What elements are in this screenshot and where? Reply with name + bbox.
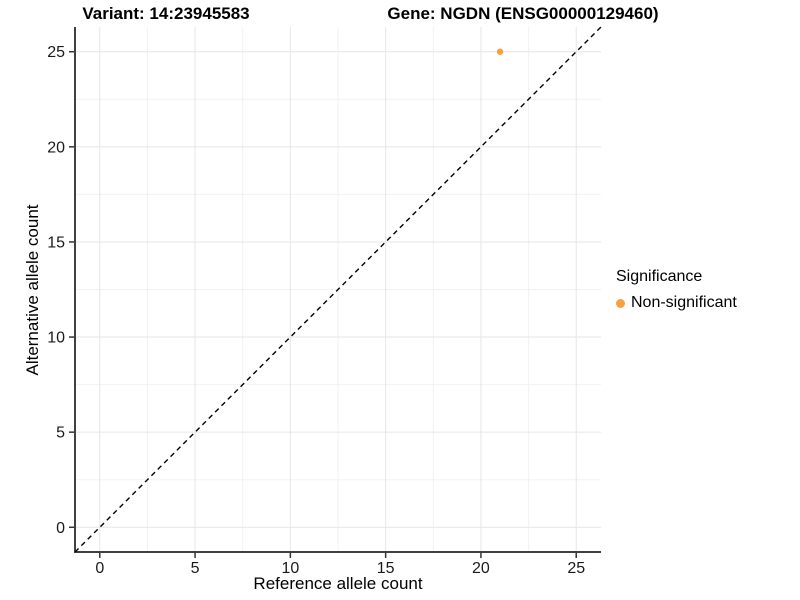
y-tick-label: 20 [47, 139, 65, 156]
gridlines-minor [75, 27, 601, 552]
axis-tick-marks [69, 50, 577, 558]
y-tick-label: 25 [47, 44, 65, 61]
y-axis-title: Alternative allele count [23, 204, 42, 376]
legend: Significance Non-significant [616, 268, 737, 312]
y-tick-label: 5 [56, 425, 65, 442]
identity-line [74, 26, 602, 553]
identity-dashed-line [74, 26, 602, 553]
y-tick-label: 0 [56, 520, 65, 537]
x-tick-label: 10 [281, 560, 299, 577]
x-axis-tick-labels: 0 5 10 15 20 25 [95, 560, 585, 577]
x-tick-label: 5 [191, 560, 200, 577]
y-tick-label: 15 [47, 234, 65, 251]
plot-title-gene: Gene: NGDN (ENSG00000129460) [387, 4, 659, 23]
data-points [496, 48, 504, 55]
x-tick-label: 20 [472, 560, 490, 577]
y-tick-label: 10 [47, 330, 65, 347]
axis-lines [74, 27, 601, 553]
y-axis-tick-labels: 0 5 10 15 20 25 [47, 44, 65, 537]
legend-item-label: Non-significant [631, 294, 737, 311]
plot-title-variant: Variant: 14:23945583 [82, 4, 250, 23]
x-tick-label: 0 [95, 560, 104, 577]
legend-title: Significance [616, 268, 703, 285]
x-tick-label: 25 [567, 560, 585, 577]
gridlines-major [75, 27, 601, 552]
x-axis-title: Reference allele count [253, 574, 423, 593]
x-tick-label: 15 [377, 560, 395, 577]
scatter-point [496, 48, 504, 55]
legend-item-non-significant: Non-significant [616, 294, 737, 312]
legend-point-icon [616, 298, 625, 308]
